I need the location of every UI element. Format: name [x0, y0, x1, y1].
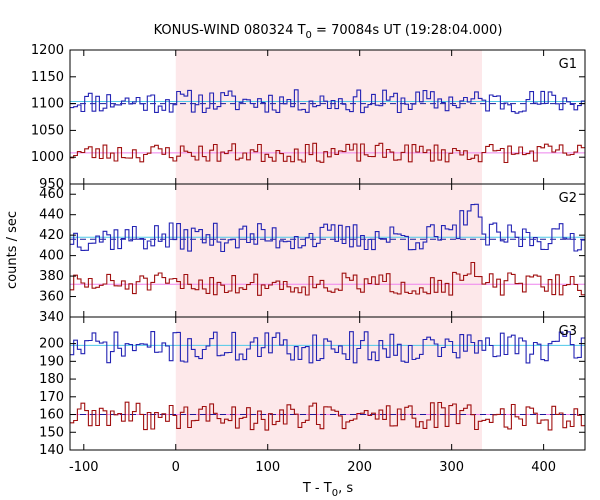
- upper-count-series: [70, 331, 585, 364]
- y-tick-label: 1150: [31, 70, 64, 85]
- y-tick-label: 400: [39, 249, 64, 264]
- title-subscript: 0: [306, 30, 312, 41]
- panel-label: G2: [559, 191, 577, 206]
- panels-layer: 95010001050110011501200G1340360380400420…: [31, 43, 586, 475]
- shaded-interval: [175, 50, 483, 450]
- xlabel-subscript: 0: [332, 488, 338, 499]
- y-tick-label: 1000: [31, 150, 64, 165]
- lower-count-series: [70, 142, 585, 164]
- y-tick-label: 180: [39, 372, 64, 387]
- y-tick-label: 1050: [31, 123, 64, 138]
- y-tick-label: 190: [39, 354, 64, 369]
- y-tick-label: 950: [39, 177, 64, 192]
- y-tick-label: 340: [39, 310, 64, 325]
- y-tick-label: 200: [39, 337, 64, 352]
- panel-g1: 950 1000 1050 1100 1150 1200 G1: [31, 43, 586, 192]
- y-tick-label: 170: [39, 390, 64, 405]
- x-tick-label: 0: [172, 460, 180, 475]
- xlabel-rest: , s: [338, 481, 353, 496]
- upper-count-series: [70, 89, 585, 114]
- lower-count-series: [70, 401, 585, 431]
- xlabel-main: T - T: [302, 481, 332, 496]
- panel-frame: [69, 316, 586, 451]
- x-tick-label: 100: [255, 460, 280, 475]
- y-tick-label: 140: [39, 443, 64, 458]
- y-axis-label: counts / sec: [5, 211, 20, 289]
- y-tick-label: 360: [39, 290, 64, 305]
- x-tick-label: 200: [347, 460, 372, 475]
- x-tick-label: -100: [69, 460, 99, 475]
- y-tick-label: 440: [39, 208, 64, 223]
- y-tick-label: 420: [39, 228, 64, 243]
- x-tick-label: 300: [439, 460, 464, 475]
- y-tick-label: 160: [39, 408, 64, 423]
- title-main: KONUS-WIND 080324 T: [154, 23, 306, 38]
- upper-count-series: [70, 203, 585, 253]
- lower-count-series: [70, 261, 585, 296]
- y-tick-label: 150: [39, 425, 64, 440]
- panel-g2: 340 360 380 400 420 440 460 G2: [39, 183, 586, 325]
- panel-g3: 140 150 160 170 180 190 200 G3: [39, 316, 586, 458]
- title-rest: = 70084s UT (19:28:04.000): [312, 23, 502, 38]
- y-tick-label: 1200: [31, 43, 64, 58]
- panel-label: G3: [559, 324, 577, 339]
- y-tick-label: 1100: [31, 97, 64, 112]
- y-tick-label: 460: [39, 187, 64, 202]
- x-axis-label: T - T0, s: [302, 481, 353, 499]
- panel-label: G1: [559, 57, 577, 72]
- x-tick-label: 400: [531, 460, 556, 475]
- y-tick-label: 380: [39, 269, 64, 284]
- chart-title: KONUS-WIND 080324 T0 = 70084s UT (19:28:…: [154, 23, 503, 41]
